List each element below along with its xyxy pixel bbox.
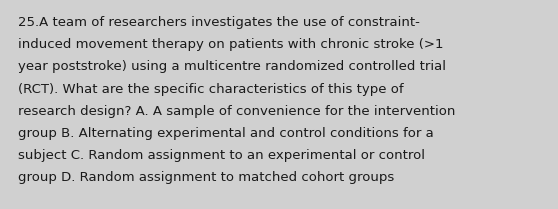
Text: year poststroke) using a multicentre randomized controlled trial: year poststroke) using a multicentre ran… xyxy=(18,60,446,73)
Text: (RCT). What are the specific characteristics of this type of: (RCT). What are the specific characteris… xyxy=(18,83,403,96)
Text: group B. Alternating experimental and control conditions for a: group B. Alternating experimental and co… xyxy=(18,127,434,140)
Text: group D. Random assignment to matched cohort groups: group D. Random assignment to matched co… xyxy=(18,171,395,184)
Text: induced movement therapy on patients with chronic stroke (>1: induced movement therapy on patients wit… xyxy=(18,38,444,51)
Text: subject C. Random assignment to an experimental or control: subject C. Random assignment to an exper… xyxy=(18,149,425,162)
Text: 25.A team of researchers investigates the use of constraint-: 25.A team of researchers investigates th… xyxy=(18,16,420,29)
Text: research design? A. A sample of convenience for the intervention: research design? A. A sample of convenie… xyxy=(18,105,455,118)
